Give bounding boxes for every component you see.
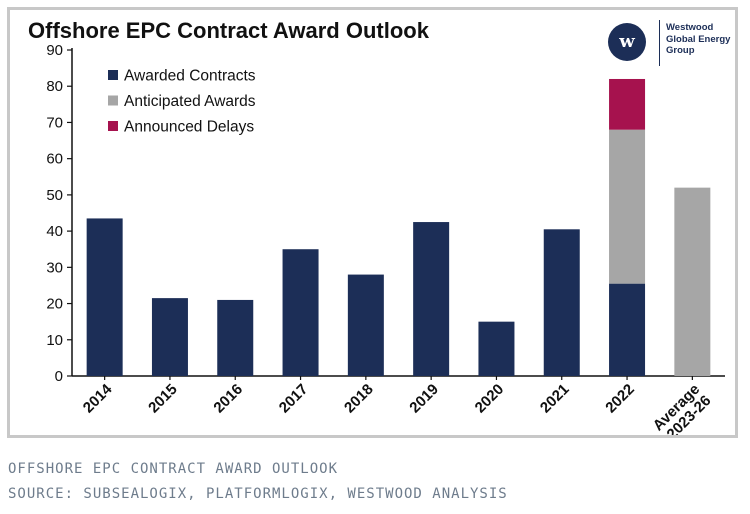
x-tick-label: 2020 <box>472 381 508 417</box>
bar-awarded-contracts <box>151 298 188 376</box>
bar-awarded-contracts <box>478 321 515 376</box>
x-tick-label: 2018 <box>341 381 377 417</box>
bar-anticipated-awards <box>609 129 646 284</box>
y-tick-label: 40 <box>46 223 63 240</box>
y-tick-label: 10 <box>46 332 63 349</box>
legend-label: Awarded Contracts <box>124 68 256 85</box>
y-tick-label: 0 <box>55 368 63 385</box>
logo-line-1: Westwood <box>666 22 714 33</box>
legend-label: Announced Delays <box>124 119 254 136</box>
x-tick-label: 2016 <box>210 381 246 417</box>
bar-awarded-contracts <box>609 283 646 376</box>
y-tick-label: 80 <box>46 78 63 95</box>
westwood-logo: w Westwood Global Energy Group <box>608 20 740 68</box>
x-tick-label: 2017 <box>276 381 312 417</box>
chart-caption-source: SOURCE: SUBSEALOGIX, PLATFORMLOGIX, WEST… <box>8 486 508 502</box>
legend-swatch <box>108 121 118 131</box>
legend-label: Anticipated Awards <box>124 93 256 110</box>
x-tick-label: Average2023-26 <box>650 381 715 435</box>
bar-chart: 0 10 20 30 40 50 60 70 80 90 2014 2015 2016 2017 2018 2… <box>46 42 725 435</box>
y-tick-label: 30 <box>46 259 63 276</box>
bar-awarded-contracts <box>282 249 319 376</box>
x-tick-label: 2019 <box>406 381 442 417</box>
x-tick-label: 2014 <box>80 380 116 416</box>
x-tick-label: 2022 <box>602 381 638 417</box>
y-tick-label: 70 <box>46 114 63 131</box>
x-tick-label: 2021 <box>537 381 573 417</box>
chart-frame: 0 10 20 30 40 50 60 70 80 90 2014 2015 2016 2017 2018 2… <box>7 7 738 438</box>
x-tick-label: 2015 <box>145 381 181 417</box>
bar-awarded-contracts <box>217 299 254 376</box>
y-tick-label: 90 <box>46 42 63 59</box>
legend-swatch <box>108 70 118 80</box>
logo-text: Westwood Global Energy Group <box>666 22 742 57</box>
logo-line-2: Global Energy <box>666 33 731 45</box>
y-tick-label: 20 <box>46 296 63 313</box>
bar-awarded-contracts <box>543 229 580 376</box>
bar-anticipated-awards <box>674 187 711 376</box>
bar-awarded-contracts <box>413 222 450 376</box>
westwood-w-logo-icon: w <box>608 23 646 61</box>
chart-caption-title: OFFSHORE EPC CONTRACT AWARD OUTLOOK <box>8 461 339 477</box>
legend-swatch <box>108 95 118 106</box>
logo-divider <box>659 20 660 66</box>
logo-line-3: Group <box>666 45 695 56</box>
y-tick-label: 60 <box>46 151 63 168</box>
bar-awarded-contracts <box>86 218 123 376</box>
bar-awarded-contracts <box>347 274 384 376</box>
y-tick-label: 50 <box>46 187 63 204</box>
bar-announced-delays <box>609 78 646 130</box>
chart-title: Offshore EPC Contract Award Outlook <box>28 18 429 43</box>
